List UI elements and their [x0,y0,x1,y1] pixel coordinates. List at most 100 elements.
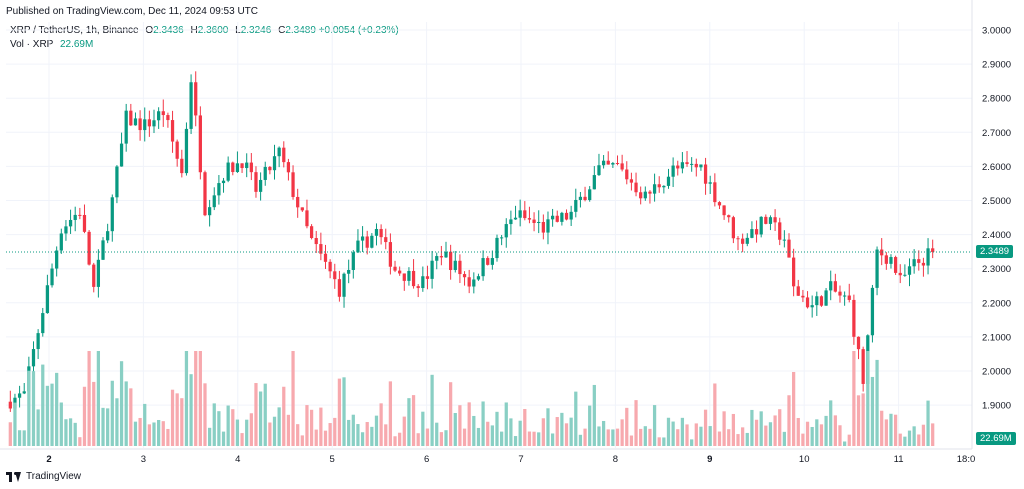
tradingview-footer[interactable]: TradingView [6,471,81,482]
volume-bar [68,418,73,446]
volume-bar [870,376,875,446]
volume-bar [319,407,323,446]
candle-body [578,196,583,200]
candle-body [541,221,545,233]
volume-bar [662,437,666,446]
volume-bar [360,432,365,446]
candle-body [68,219,73,227]
candle-body [870,287,875,336]
volume-bar [500,431,504,446]
volume-bar [13,402,17,446]
price-tick-label: 2.0000 [982,367,1011,378]
candle-body [490,258,494,265]
volume-bar [907,430,912,446]
volume-bar [212,403,216,446]
volume-bar [847,434,851,446]
candle-body [583,196,587,201]
volume-bar [805,421,810,446]
volume-bar [555,417,559,446]
candle-body [365,236,369,248]
candle-body [486,258,490,265]
volume-bar [78,437,82,446]
candle-body [323,253,328,262]
volume-bar [745,432,749,446]
volume-bar [407,398,411,446]
candle-body [393,266,397,271]
tradingview-brand-text: TradingView [26,471,82,482]
candle-body [569,211,573,220]
volume-bar [333,417,337,446]
volume-bar [773,415,777,446]
volume-bar [838,425,842,446]
volume-bar [810,426,814,446]
candle-body [384,237,388,243]
volume-bar [277,407,281,446]
volume-bar [235,419,240,446]
candle-body [407,270,411,281]
volume-bar [615,428,620,446]
volume-bar [731,413,735,446]
candle-body [221,180,226,184]
candle-body [472,279,476,287]
volume-bar [157,419,161,446]
volume-bar [258,391,263,446]
candle-body [829,281,833,291]
volume-bar [699,426,703,446]
candle-body [272,156,277,171]
candle-body [92,264,96,287]
volume-bar [601,420,606,446]
volume-bar [921,424,926,446]
volume-bar [819,424,824,446]
volume-bar [254,383,258,446]
time-tick-label: 6 [424,454,429,465]
volume-bar [833,415,837,446]
price-tick-label: 2.6000 [982,162,1011,173]
volume-bar [198,351,202,446]
candle-body [722,205,726,216]
candle-body [495,237,499,259]
candle-body [643,191,647,199]
candle-body [601,160,606,166]
candle-body [597,165,601,176]
candle-body [476,276,481,280]
price-tick-label: 2.8000 [982,94,1011,105]
candle-body [680,162,685,169]
volume-bar [574,391,578,446]
candle-body [50,268,54,286]
candle-body [620,163,624,170]
volume-label[interactable]: Vol · XRP [10,39,54,50]
volume-bar [402,416,406,446]
time-tick-label: 11 [894,454,904,465]
volume-bar [124,381,128,446]
candle-body [745,237,749,244]
candle-body [861,349,865,384]
volume-bar [778,409,782,446]
candle-body [657,184,661,188]
candle-body [356,240,360,253]
candle-body [731,217,735,239]
candle-body [305,210,309,227]
candle-body [699,164,703,168]
candle-body [143,119,147,131]
published-caption: Published on TradingView.com, Dec 11, 20… [6,6,259,17]
candle-body [8,401,12,409]
candle-body [152,120,156,127]
volume-bar [625,407,629,446]
candle-body [912,259,916,267]
candle-body [402,273,406,281]
candle-body [852,299,856,337]
volume-bar [444,430,448,446]
candle-body [750,229,754,238]
candle-body [685,162,689,165]
volume-bar [759,411,763,446]
volume-bar [861,393,865,446]
candle-body [226,162,230,181]
candle-body [333,271,337,280]
candle-body [847,295,851,300]
candle-body [240,163,244,169]
candle-body [560,212,564,222]
volume-bar [351,414,355,446]
volume-bar [356,424,360,446]
volume-bar [291,351,295,446]
